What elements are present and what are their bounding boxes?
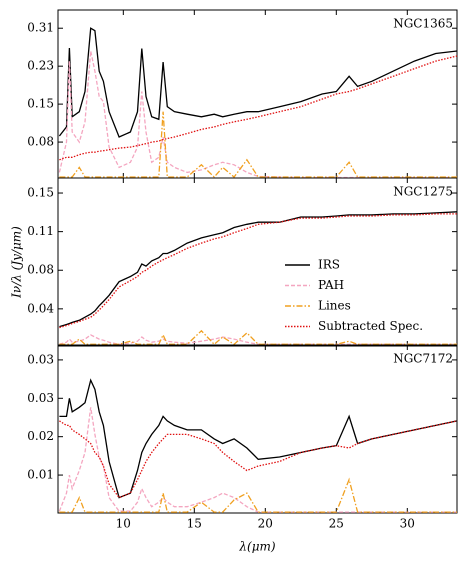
y-axis-label: Iν/λ (Jy/μm) xyxy=(10,226,24,299)
y-tick-label: 0.15 xyxy=(27,186,54,200)
y-tick-label: 0.11 xyxy=(27,224,54,238)
legend-label: PAH xyxy=(318,278,344,292)
series-line xyxy=(58,407,457,513)
panel-title: NGC7172 xyxy=(393,352,453,366)
series-line xyxy=(59,378,458,499)
panel-frame xyxy=(57,9,458,179)
y-tick-label: 0.23 xyxy=(27,59,54,73)
y-tick-label: 0.08 xyxy=(27,135,54,149)
panel-title: NGC1365 xyxy=(393,17,453,31)
series-line xyxy=(59,334,457,345)
y-tick-label: 0.31 xyxy=(27,21,54,35)
x-tick-label: 20 xyxy=(258,517,273,531)
x-tick-label: 10 xyxy=(116,517,131,531)
x-tick-label: 15 xyxy=(187,517,202,531)
legend-label: Subtracted Spec. xyxy=(318,319,423,333)
y-tick-label: 0.03 xyxy=(27,391,54,405)
panel-frame xyxy=(57,177,458,347)
series-line xyxy=(58,27,458,138)
x-tick-label: 25 xyxy=(329,517,344,531)
panel-title: NGC1275 xyxy=(393,185,453,199)
y-tick-label: 0.01 xyxy=(27,468,54,482)
legend-label: IRS xyxy=(318,258,340,272)
series-line xyxy=(59,329,457,346)
series-line xyxy=(59,213,457,329)
series-line xyxy=(59,111,457,178)
x-tick-label: 30 xyxy=(400,517,415,531)
x-axis-label: λ(μm) xyxy=(238,540,275,554)
y-tick-label: 0.03 xyxy=(27,352,54,366)
legend-label: Lines xyxy=(318,299,351,313)
series-line xyxy=(59,477,457,513)
y-tick-label: 0.02 xyxy=(27,429,54,443)
series-line xyxy=(59,55,458,161)
y-tick-label: 0.08 xyxy=(27,263,54,277)
series-line xyxy=(59,211,458,328)
y-tick-label: 0.04 xyxy=(27,301,54,315)
series-line xyxy=(58,50,457,179)
panel-frame xyxy=(57,344,458,514)
y-tick-label: 0.15 xyxy=(27,97,54,111)
series-line xyxy=(59,420,458,499)
